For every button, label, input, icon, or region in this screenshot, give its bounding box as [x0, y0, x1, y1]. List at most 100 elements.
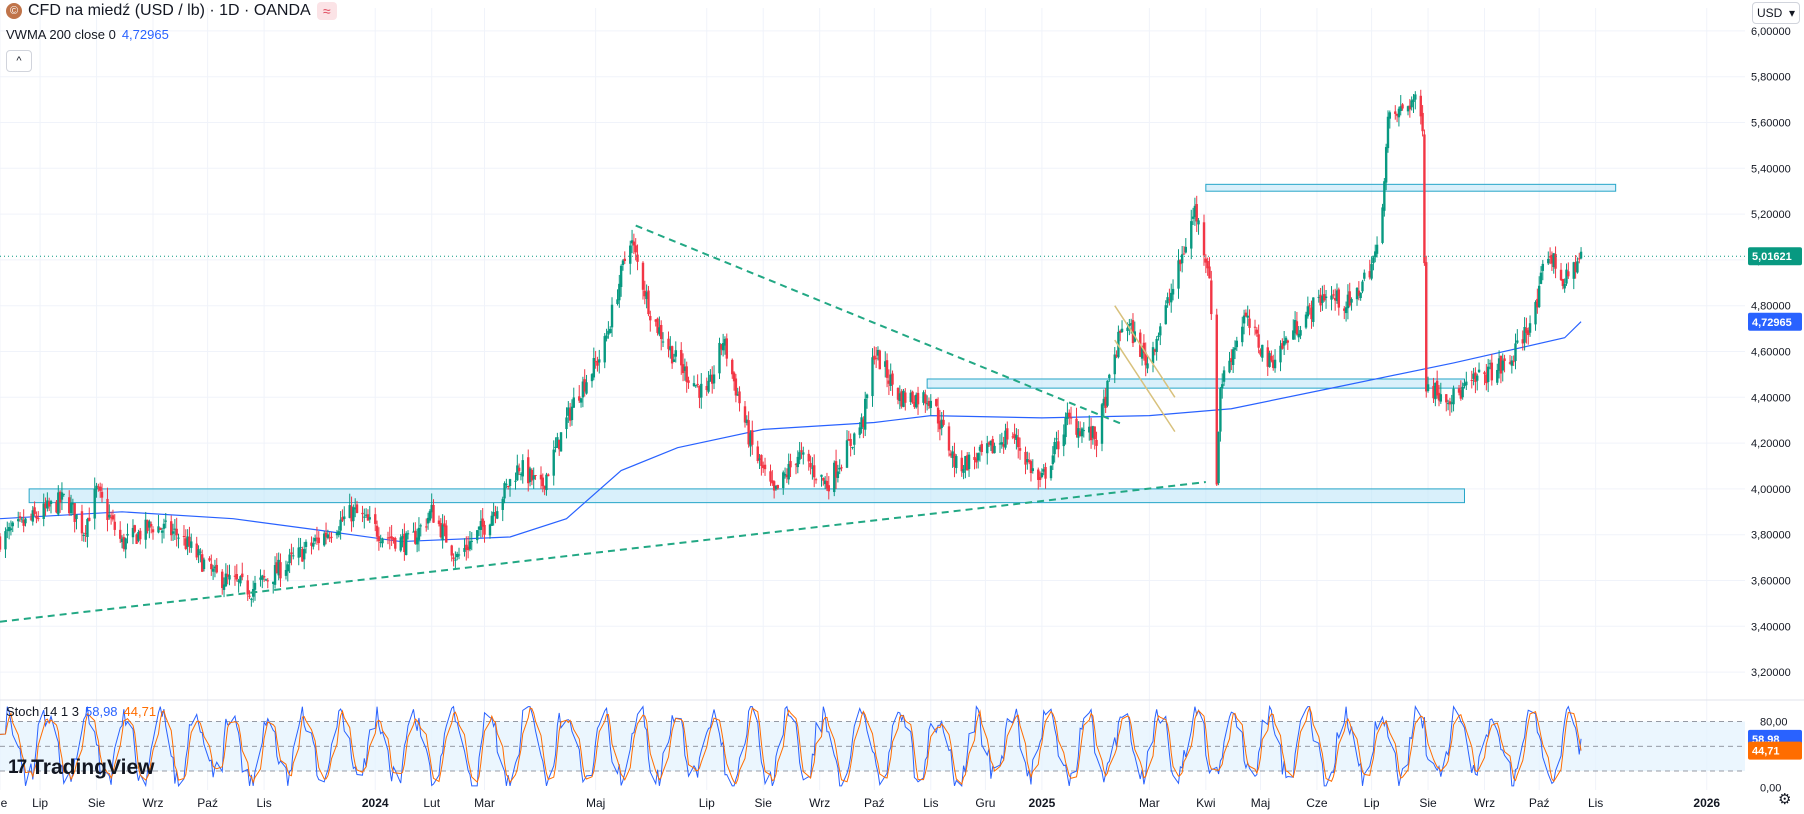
candle-body: [483, 524, 486, 535]
candle-body: [1423, 134, 1426, 264]
candle-body: [343, 516, 346, 520]
candle-body: [266, 580, 269, 582]
candle-body: [277, 559, 280, 576]
candle-body: [751, 430, 754, 445]
candle-body: [1324, 296, 1328, 298]
candle-body: [1151, 347, 1155, 364]
candle-body: [186, 536, 189, 547]
chevron-up-icon: ^: [16, 55, 22, 67]
candle-body: [1384, 147, 1388, 183]
candle-body: [476, 530, 479, 541]
candle-body: [967, 454, 971, 470]
candle-body: [75, 514, 78, 520]
candle-body: [942, 419, 945, 425]
candle-body: [762, 465, 765, 469]
currency-selector[interactable]: USD ▾: [1752, 2, 1800, 24]
x-tick-label: Lis: [256, 796, 271, 810]
candle-body: [1561, 278, 1565, 286]
candle-body: [1095, 439, 1098, 446]
candle-body: [401, 536, 404, 539]
candle-body: [1270, 355, 1273, 361]
candle-body: [199, 551, 202, 553]
candle-body: [1051, 455, 1055, 465]
market-status-icon[interactable]: ≈: [316, 2, 337, 20]
candle-body: [621, 260, 625, 266]
candle-body: [339, 519, 342, 531]
candle-body: [705, 385, 708, 391]
candle-body: [286, 564, 289, 572]
candle-body: [687, 380, 690, 383]
trendline: [635, 224, 1125, 426]
x-tick-label: 2026: [1693, 796, 1720, 810]
collapse-legend-button[interactable]: ^: [6, 50, 32, 72]
gear-icon[interactable]: ⚙: [1778, 791, 1792, 808]
zones-layer: [28, 183, 1617, 504]
tradingview-logo[interactable]: 17 TradingView: [8, 756, 154, 780]
candle-body: [71, 503, 75, 505]
candle-body: [479, 521, 483, 530]
candle-body: [221, 571, 224, 589]
candle-body: [366, 514, 370, 521]
candle-body: [672, 359, 676, 362]
candle-body: [1355, 287, 1359, 300]
candle-body: [455, 553, 459, 558]
candle-body: [426, 517, 430, 524]
candle-body: [160, 530, 164, 533]
candle-body: [1038, 477, 1042, 481]
candle-body: [208, 558, 211, 561]
y-tick-label: 5,40000: [1751, 163, 1791, 175]
vwma-legend[interactable]: VWMA 200 close 0 4,72965: [6, 27, 169, 42]
chart-title[interactable]: CFD na miedź (USD / lb) · 1D · OANDA: [28, 2, 311, 19]
candle-body: [1459, 390, 1463, 399]
candle-body: [712, 374, 716, 384]
candle-body: [552, 449, 555, 476]
candle-body: [1472, 373, 1475, 379]
candle-body: [694, 385, 698, 387]
candle-body: [822, 477, 825, 481]
candle-body: [1474, 372, 1477, 382]
candle-body: [1293, 320, 1297, 334]
candle-body: [190, 541, 193, 548]
candle-body: [506, 485, 510, 488]
candle-body: [1091, 426, 1095, 438]
candle-body: [0, 536, 2, 550]
candle-body: [980, 444, 983, 452]
y-tick-label: 3,60000: [1751, 576, 1791, 588]
candle-body: [73, 503, 76, 522]
chevron-down-icon: ▾: [1788, 6, 1795, 20]
candle-body: [126, 533, 129, 536]
candle-body: [532, 475, 535, 480]
candle-body: [975, 458, 978, 463]
candle-body: [1100, 404, 1104, 444]
candle-body: [1195, 204, 1198, 222]
y-tick-label: 5,60000: [1751, 118, 1791, 130]
candle-body: [683, 366, 687, 371]
stochastic-layer: [0, 704, 1745, 788]
candle-body: [862, 419, 865, 428]
candle-body: [250, 598, 253, 600]
candle-body: [1157, 335, 1160, 337]
stochastic-legend[interactable]: Stoch 14 1 3 58,98 44,71: [6, 704, 156, 719]
candle-body: [1527, 330, 1530, 335]
candle-body: [1406, 106, 1410, 112]
candle-body: [756, 446, 759, 461]
candle-body: [925, 403, 929, 405]
candle-body: [1450, 402, 1453, 404]
candle-body: [629, 245, 632, 264]
candle-body: [68, 497, 71, 514]
candle-body: [1419, 95, 1422, 117]
candle-body: [654, 319, 657, 322]
candle-body: [736, 394, 739, 396]
candle-body: [406, 533, 410, 535]
candle-body: [173, 528, 177, 530]
candle-body: [4, 531, 7, 550]
candle-body: [1182, 253, 1186, 255]
candle-body: [241, 573, 244, 578]
candle-body: [1574, 262, 1577, 273]
candle-body: [1113, 354, 1116, 375]
copper-symbol-icon: ©: [6, 3, 22, 19]
y-tick-label: 4,00000: [1751, 484, 1791, 496]
candle-body: [1330, 295, 1333, 300]
